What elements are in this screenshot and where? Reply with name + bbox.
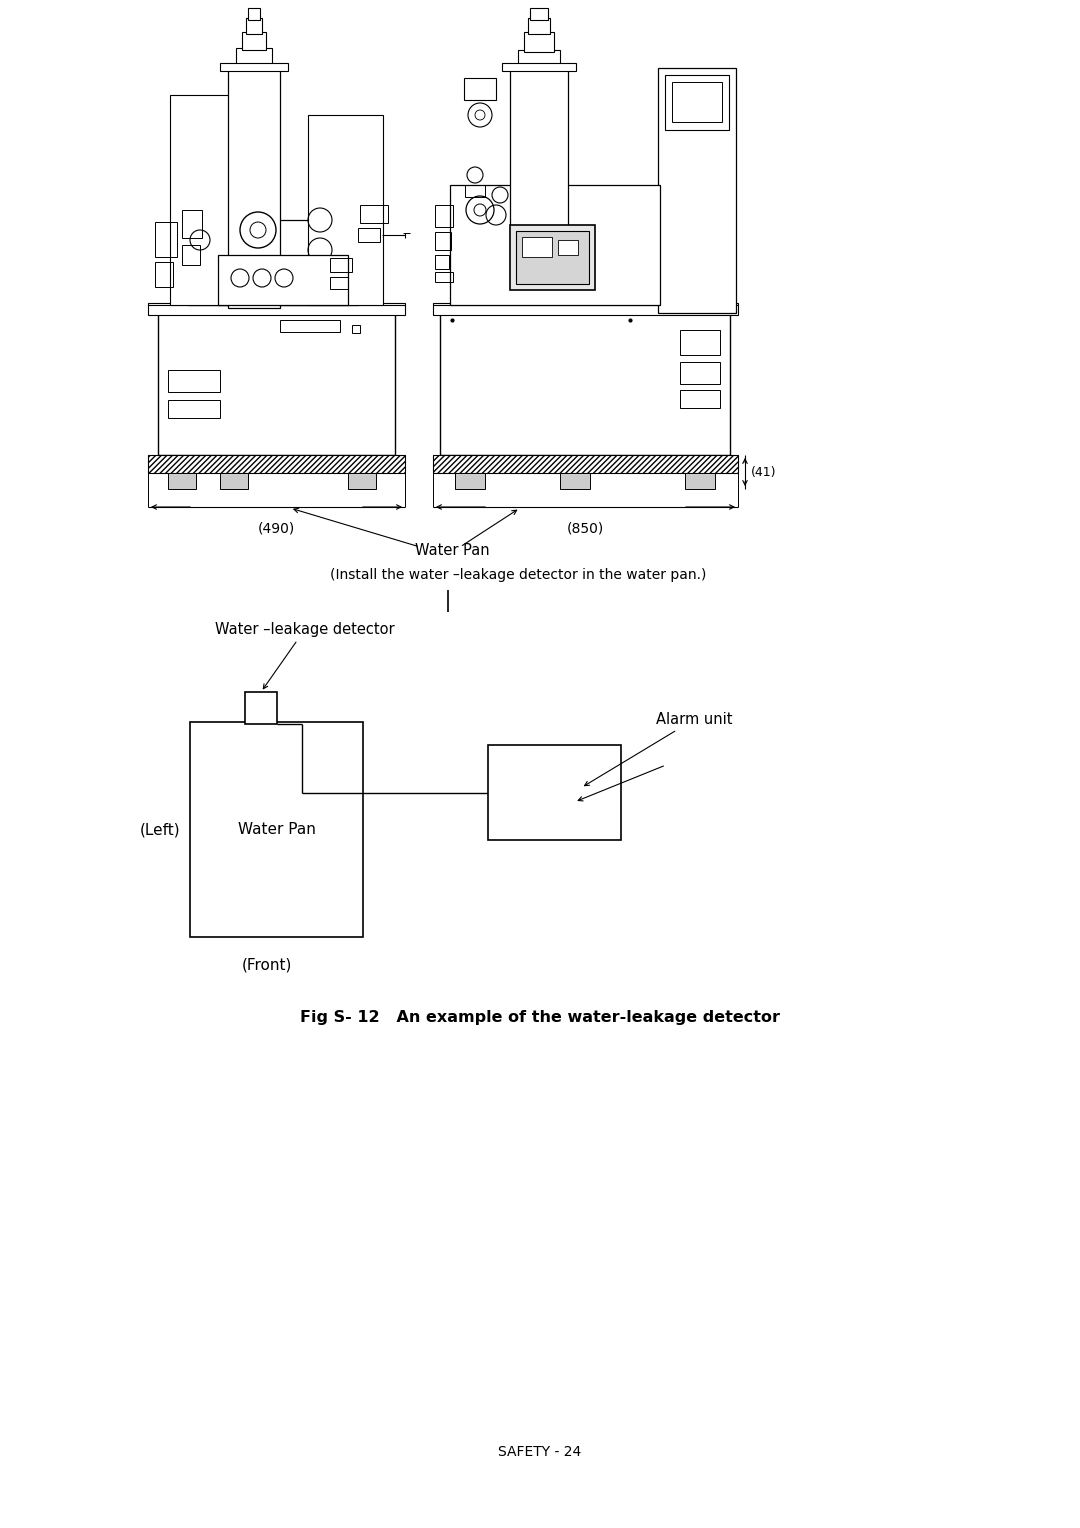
- Text: (41): (41): [751, 466, 777, 478]
- Bar: [680, 330, 720, 354]
- Bar: [280, 319, 340, 332]
- Bar: [433, 303, 738, 315]
- Bar: [510, 69, 568, 287]
- Bar: [228, 69, 280, 309]
- Bar: [156, 261, 173, 287]
- Bar: [183, 209, 202, 238]
- Bar: [680, 390, 720, 408]
- Bar: [360, 205, 388, 223]
- Bar: [558, 240, 578, 255]
- Bar: [524, 32, 554, 52]
- Bar: [518, 50, 561, 70]
- Text: Water Pan: Water Pan: [238, 822, 315, 837]
- Bar: [561, 474, 590, 489]
- Bar: [156, 222, 177, 257]
- Bar: [168, 370, 220, 393]
- Text: (850): (850): [567, 521, 604, 535]
- Bar: [528, 18, 550, 34]
- Bar: [330, 277, 348, 289]
- Bar: [245, 692, 276, 724]
- Bar: [237, 47, 272, 70]
- Bar: [220, 63, 288, 70]
- Bar: [510, 225, 595, 290]
- Bar: [433, 455, 738, 474]
- Text: Water –leakage detector: Water –leakage detector: [215, 622, 394, 689]
- Bar: [352, 325, 360, 333]
- Bar: [450, 185, 660, 306]
- Bar: [672, 83, 723, 122]
- Bar: [680, 362, 720, 384]
- Bar: [488, 746, 621, 840]
- Bar: [158, 310, 395, 455]
- Bar: [665, 75, 729, 130]
- Text: (Install the water –leakage detector in the water pan.): (Install the water –leakage detector in …: [330, 568, 706, 582]
- Text: (Left): (Left): [139, 822, 180, 837]
- Bar: [246, 18, 262, 34]
- Bar: [190, 723, 363, 937]
- Bar: [357, 228, 380, 241]
- Bar: [168, 474, 195, 489]
- Bar: [435, 232, 451, 251]
- Bar: [330, 258, 352, 272]
- Text: Fig S- 12   An example of the water-leakage detector: Fig S- 12 An example of the water-leakag…: [300, 1010, 780, 1025]
- Bar: [435, 255, 449, 269]
- Bar: [170, 95, 249, 306]
- Text: Water Pan: Water Pan: [415, 542, 489, 558]
- Bar: [308, 115, 383, 306]
- Bar: [516, 231, 589, 284]
- Bar: [522, 237, 552, 257]
- Bar: [218, 255, 348, 306]
- Bar: [148, 455, 405, 474]
- Bar: [502, 63, 576, 70]
- Bar: [148, 303, 405, 315]
- Bar: [242, 32, 266, 50]
- Bar: [348, 474, 376, 489]
- Bar: [220, 474, 248, 489]
- Bar: [188, 220, 357, 306]
- Bar: [465, 185, 485, 197]
- Bar: [248, 8, 260, 20]
- Bar: [440, 310, 730, 455]
- Bar: [168, 400, 220, 419]
- Bar: [530, 8, 548, 20]
- Bar: [658, 69, 735, 313]
- Bar: [183, 244, 200, 264]
- Bar: [435, 272, 453, 283]
- Text: Alarm unit: Alarm unit: [584, 712, 732, 785]
- Text: (490): (490): [258, 521, 295, 535]
- Bar: [685, 474, 715, 489]
- Text: SAFETY - 24: SAFETY - 24: [498, 1445, 582, 1459]
- Bar: [464, 78, 496, 99]
- Bar: [455, 474, 485, 489]
- Bar: [435, 205, 453, 228]
- Text: (Front): (Front): [241, 957, 292, 972]
